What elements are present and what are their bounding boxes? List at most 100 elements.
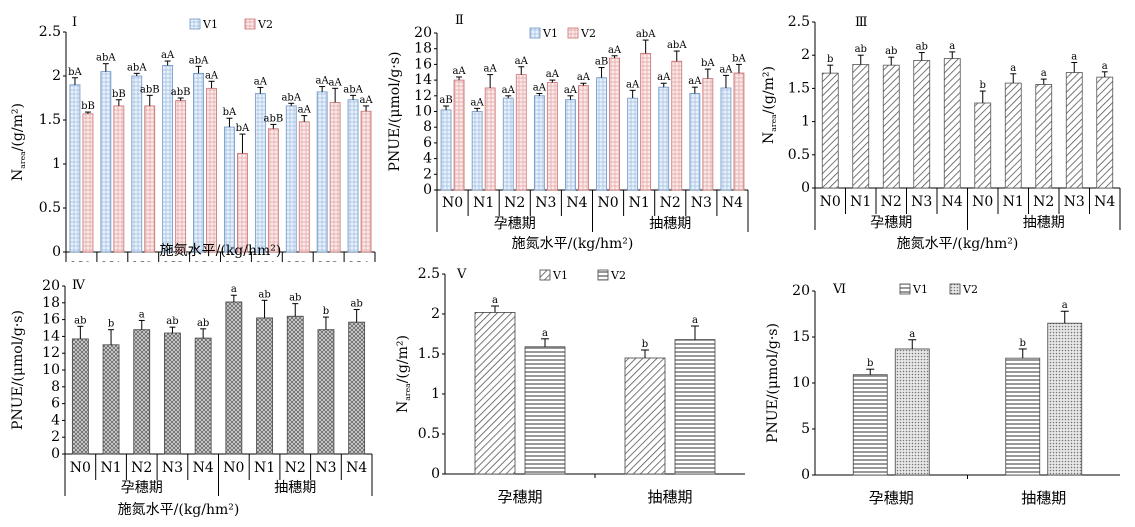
- x-axis-label: 施氮水平/(kg/hm²): [160, 243, 282, 259]
- bar-v2: [360, 110, 372, 253]
- y-tick-label: 1: [801, 114, 810, 130]
- y-tick-label: 0: [51, 446, 60, 462]
- significance-label: abA: [96, 53, 116, 64]
- bar-v2: [82, 113, 94, 253]
- significance-label: aA: [688, 76, 702, 87]
- significance-label: ab: [197, 318, 209, 329]
- significance-label: abA: [667, 40, 687, 51]
- bar-v2: [102, 344, 120, 455]
- y-tick-label: 1.5: [418, 346, 440, 362]
- bar-v2: [524, 346, 566, 475]
- x-tick-label: 抽穗期: [647, 488, 692, 506]
- bar-v1: [852, 64, 870, 189]
- bar-v1: [689, 93, 701, 191]
- y-tick-label: 1.5: [788, 80, 810, 96]
- y-tick-label: 14: [42, 328, 60, 344]
- significance-label: ab: [166, 316, 178, 327]
- bar-v2: [133, 329, 151, 455]
- y-tick-label: 2: [51, 429, 60, 445]
- y-tick-label: 0.5: [788, 147, 810, 163]
- x-tick-label: N0: [223, 460, 244, 476]
- significance-label: aA: [359, 95, 373, 106]
- panel-label: Ⅲ: [855, 15, 868, 30]
- plot-area: 00.511.522.5ⅢV1Narea/(g/m²)bN0abN1abN2ab…: [755, 0, 1121, 252]
- bar-v1: [974, 102, 992, 189]
- plot-area: 0 0.5 1 1.5 2 2.5 Ⅴ Narea/(g/m²) a a 孕穗期 b a 抽穗期 V1 V2: [395, 266, 745, 506]
- bar-v2: [348, 321, 366, 455]
- significance-label: a: [949, 41, 955, 52]
- y-tick-label: 2: [801, 47, 810, 63]
- bar-v2: [267, 128, 279, 253]
- bar-v1: [913, 60, 931, 189]
- bar-v1: [471, 111, 483, 191]
- y-axis-label: Narea/(g/m²): [761, 66, 778, 144]
- x-tick-label: N1: [629, 195, 650, 211]
- y-tick-label: 6: [51, 396, 60, 412]
- significance-label: aA: [502, 85, 516, 96]
- bar-v2: [225, 301, 243, 455]
- significance-label: a: [139, 309, 145, 320]
- significance-label: abB: [263, 113, 283, 124]
- x-tick-label: N2: [1033, 194, 1054, 210]
- x-tick-label: N1: [256, 260, 277, 262]
- group-label: 抽穗期: [649, 216, 691, 232]
- significance-label: b: [323, 306, 329, 317]
- bar-v1: [131, 75, 143, 253]
- legend-label: V2: [962, 283, 978, 296]
- panel-label: Ⅵ: [832, 282, 846, 297]
- x-tick-label: 孕穗期: [497, 488, 542, 506]
- significance-label: aA: [546, 69, 560, 80]
- x-tick-label: N4: [346, 460, 367, 476]
- bar-v1: [1065, 72, 1083, 189]
- y-tick-label: 0: [52, 244, 61, 260]
- y-label-main: N: [10, 169, 26, 181]
- bar-v1: [720, 87, 732, 191]
- significance-label: b: [1020, 338, 1026, 349]
- significance-label: b: [642, 339, 648, 350]
- x-tick-label: N3: [1064, 194, 1085, 210]
- bar-v1: [69, 84, 81, 253]
- series-note: V2: [0, 262, 16, 265]
- bar-v1: [533, 95, 545, 191]
- significance-label: bA: [236, 123, 250, 134]
- legend-label: V2: [580, 27, 596, 40]
- y-tick-label: 14: [414, 72, 432, 88]
- x-tick-label: N0: [972, 194, 993, 210]
- significance-label: a: [1102, 61, 1108, 72]
- legend-label: V1: [202, 18, 218, 31]
- x-tick-label: N2: [133, 260, 154, 262]
- y-tick-label: 0: [431, 466, 440, 482]
- bar-v1: [624, 357, 666, 475]
- chart-6: 0 5 10 15 20 Ⅵ PNUE/(μmol/g·s) b a 孕穗期 b a 抽穗期 V1 V2: [765, 282, 1120, 507]
- bar-v1: [658, 86, 670, 191]
- y-tick-label: 20: [414, 25, 432, 41]
- y-tick-label: 1: [431, 386, 440, 402]
- legend: V1 V2: [899, 283, 978, 296]
- y-axis-label: PNUE/(μmol/g·s): [765, 323, 781, 443]
- significance-label: a: [692, 315, 698, 326]
- legend-swatch-v1: [189, 18, 201, 30]
- y-tick-label: 12: [414, 88, 432, 104]
- x-tick-label: N3: [691, 195, 712, 211]
- bar-v1: [596, 77, 607, 191]
- legend-swatch-v1: [529, 27, 541, 39]
- legend-swatch-v2: [244, 18, 256, 30]
- significance-label: aA: [564, 85, 578, 96]
- y-tick-label: 20: [42, 278, 60, 294]
- significance-label: a: [231, 284, 237, 295]
- legend-swatch-v1: [539, 269, 551, 281]
- y-tick-label: 16: [414, 56, 432, 72]
- bar-v2: [671, 60, 683, 191]
- plot-area: 02468101214161820ⅣV2PNUE/(μmol/g·s)abN0b…: [0, 262, 373, 518]
- x-tick-label: 孕穗期: [869, 489, 914, 507]
- significance-label: aA: [298, 105, 312, 116]
- significance-label: b: [867, 358, 873, 369]
- group-label: 孕穗期: [870, 215, 912, 231]
- panel-3: 00.511.522.5ⅢV1Narea/(g/m²)bN0abN1abN2ab…: [755, 0, 1135, 262]
- significance-label: abB: [171, 87, 191, 98]
- bar-v2: [194, 337, 212, 455]
- legend-label: V1: [552, 269, 568, 282]
- significance-label: ab: [885, 46, 897, 57]
- x-tick-label: N2: [285, 460, 306, 476]
- y-label-rest: /(g/m²): [761, 66, 777, 114]
